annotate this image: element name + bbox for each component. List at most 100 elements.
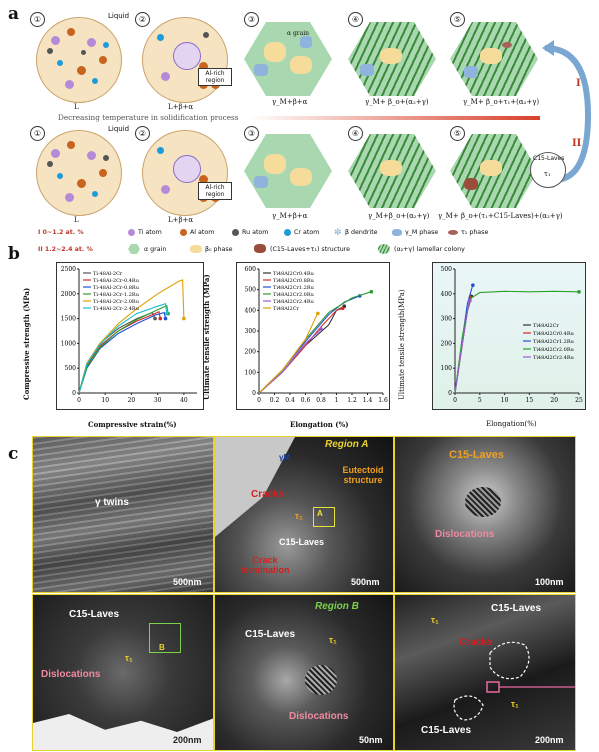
micrograph-twins: γ twins 500nm — [32, 436, 214, 593]
step-4-number-row2: ④ — [348, 126, 363, 141]
dislocations-label-p4: Dislocations — [41, 669, 101, 680]
legend-al-atom: Al atom — [190, 229, 215, 236]
x-tick-label: 0.8 — [316, 397, 326, 404]
series-endpoint-5 — [316, 311, 320, 316]
beta0-swatch — [190, 245, 202, 253]
tensile-chart-svg: 0 0.2 0.4 0.6 0.8 1 1.2 1.4 1.6 0 100 200 300 400 500 6… — [245, 266, 388, 404]
scale-p4: 200nm — [173, 735, 202, 745]
compression-chart: 0 10 20 30 40 0 500 1000 1500 2000 2500 Ti-48Al-2Cr… — [56, 262, 204, 410]
series-line-5 — [258, 313, 319, 394]
gamma-twins-label: γ twins — [95, 497, 129, 508]
x-tick-label: 0 — [257, 397, 261, 404]
hexagon-row2-step3 — [244, 134, 332, 208]
c15-laves-bubble — [530, 152, 566, 188]
series-endpoint-2 — [163, 316, 168, 321]
c15-label-p3: C15-Laves — [449, 449, 505, 461]
ti-atom-swatch — [128, 229, 135, 236]
y-tick-label: 0 — [448, 390, 452, 397]
step-2-number-row2: ② — [135, 126, 150, 141]
decreasing-temperature-text: Decreasing temperature in solidification… — [58, 113, 239, 122]
legend-range-2: II 1.2~2.4 at. % — [38, 246, 93, 253]
panel-label-b: b — [8, 244, 20, 264]
gamma-m-swatch — [392, 229, 402, 236]
caption-row1-step2: L+β+α — [168, 103, 194, 111]
route-I-label: I — [576, 78, 581, 89]
chart2-xlabel: Elongation(%) — [486, 420, 537, 428]
y-tick-label: 200 — [441, 340, 453, 347]
y-tick-label: 2500 — [61, 266, 76, 273]
series-endpoint-5 — [165, 311, 169, 316]
legend-entry-4: Ti48Al2Cr2.4Ru — [533, 355, 575, 361]
legend-entry-4: Ti-48Al-2Cr-2.0Ru — [93, 299, 140, 305]
step-1-number: ① — [30, 12, 45, 27]
micrograph-c15-dislocations: C15-Laves Dislocations 100nm — [394, 436, 576, 593]
alpha-grain-label: α grain — [287, 30, 310, 37]
series-line-4 — [78, 279, 185, 394]
tau-top-label: τ₁ — [431, 615, 439, 625]
micrograph-region-b: Region B C15-Laves τ₁ Dislocations 50nm — [214, 594, 394, 751]
legend-entry-3: Ti-48Al-2Cr-1.2Ru — [93, 292, 140, 298]
x-tick-label: 30 — [154, 397, 162, 404]
chart1-xlabel: Elongation (%) — [290, 420, 349, 429]
micrograph-region-a: A Region A γM Eutectoid structure Cracks… — [214, 436, 394, 593]
caption-row1-step1: L — [74, 103, 79, 111]
region-b-label: Region B — [315, 601, 359, 612]
series-endpoint-3 — [577, 290, 581, 294]
al-rich-region-row2: Al-rich region — [198, 182, 232, 200]
scale-p6: 200nm — [535, 735, 564, 745]
x-tick-label: 20 — [550, 397, 558, 404]
y-tick-label: 200 — [245, 349, 257, 356]
y-tick-label: 400 — [245, 307, 257, 314]
caption-row1-step5: γ_M+ β_o+τ₁+(α₂+γ) — [463, 98, 540, 106]
caption-row1-step3: γ_M+β+α — [272, 98, 308, 106]
legend-ru-atom: Ru atom — [242, 229, 269, 236]
hexagon-row1-step4 — [348, 22, 436, 96]
tensile-chart-2-svg: 0 5 10 15 20 25 0 100 200 300 400 500 Ti48Al2Cr Ti48A… — [441, 266, 583, 404]
legend-entry-1: Ti48Al2Cr0.4Ru — [533, 331, 575, 337]
c15-label-p4: C15-Laves — [69, 609, 120, 620]
series-endpoint-2 — [471, 283, 475, 287]
hexagon-row2-step5 — [450, 134, 538, 208]
laves-outline — [453, 641, 575, 721]
region-a-label: Region A — [325, 439, 369, 450]
legend-cr-atom: Cr atom — [294, 229, 320, 236]
box-b — [149, 623, 181, 653]
tau-label-p4: τ₁ — [125, 653, 133, 663]
y-tick-label: 500 — [65, 365, 77, 372]
step-4-number: ④ — [348, 12, 363, 27]
legend-alpha-grain: α grain — [144, 246, 167, 253]
tau-label-a: τ₁ — [295, 511, 303, 521]
box-a-label: A — [317, 509, 323, 518]
tensile-chart-2: 0 5 10 15 20 25 0 100 200 300 400 500 Ti48Al2Cr Ti48A… — [432, 262, 586, 410]
series-line-4 — [454, 300, 471, 394]
micrograph-cracks: C15-Laves τ₁ Cracks C15-Laves τ₁ 200nm — [394, 594, 576, 751]
cr-atom-swatch — [284, 229, 291, 236]
x-tick-label: 1.6 — [378, 397, 388, 404]
solidifying-circle-row2 — [142, 130, 228, 216]
y-tick-label: 0 — [252, 390, 256, 397]
liquid-label-row2: Liquid — [108, 125, 130, 133]
chart1-ylabel: Ultimate tensile strength (MPa) — [202, 274, 211, 400]
caption-row1-step4: γ_M+ β_o+(α₂+γ) — [365, 98, 429, 106]
tau-label-p5: τ₁ — [329, 635, 337, 645]
legend-entry-5: Ti48Al2Cr — [273, 306, 300, 312]
y-tick-label: 400 — [441, 291, 453, 298]
step-3-number-row2: ③ — [244, 126, 259, 141]
caption-row2-step3: γ_M+β+α — [272, 212, 308, 220]
x-tick-label: 10 — [101, 397, 109, 404]
y-tick-label: 600 — [245, 266, 257, 273]
y-tick-label: 300 — [441, 316, 453, 323]
series-endpoint-0 — [153, 316, 157, 321]
series-endpoint-4 — [182, 316, 186, 321]
y-tick-label: 500 — [245, 287, 257, 294]
x-tick-label: 25 — [575, 397, 583, 404]
y-tick-label: 0 — [72, 390, 76, 397]
chart0-ylabel: Compressive strength (MPa) — [22, 287, 31, 400]
caption-row2-step1: L — [74, 216, 79, 224]
caption-row2-step2: L+β+α — [168, 216, 194, 224]
legend-entry-4: Ti48Al2Cr2.4Ru — [273, 299, 315, 305]
temperature-gradient-arrow — [250, 116, 540, 120]
cracks-label-a: Cracks — [251, 489, 285, 500]
dislocations-label-p5: Dislocations — [289, 711, 349, 722]
legend-entry-1: Ti-48Al-2Cr-0.4Ru — [93, 278, 140, 284]
